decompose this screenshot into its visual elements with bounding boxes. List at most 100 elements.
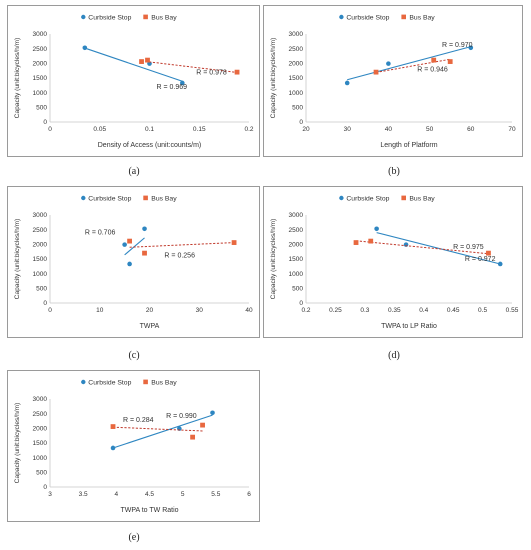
y-axis-title: Capacity (unit:bicycles/h/m) [14,38,21,119]
x-tick-label: 30 [196,307,204,314]
trendline-busbay [112,426,203,432]
y-axis-title: Capacity (unit:bicycles/h/m) [270,219,277,300]
caption-e: (e) [128,532,140,543]
y-tick-label: 3000 [33,212,48,219]
x-tick-label: 10 [96,307,104,314]
y-tick-label: 1000 [289,271,304,278]
y-tick-label: 2000 [33,426,48,433]
y-tick-label: 2000 [289,242,304,249]
legend-label-curbside: Curbside Stop [88,380,131,387]
data-point-curbside [344,80,350,86]
x-tick-label: 0.15 [193,126,206,133]
r-value-label-busbay: R = 0.946 [417,67,448,74]
y-tick-label: 0 [43,300,47,307]
chart-panel-b: Curbside Stop Bus Bay 0 500 1000 1500 2000 2500… [263,5,523,157]
data-point-curbside [110,445,116,451]
y-tick-label: 2000 [289,61,304,68]
x-tick-label: 50 [426,126,434,133]
x-tick-label: 4.5 [145,491,154,498]
x-tick-label: 0.3 [360,307,369,314]
trendline-curbside [376,232,501,265]
legend-label-busbay: Bus Bay [151,380,177,387]
data-point-busbay [431,57,437,63]
x-tick-label: 40 [385,126,393,133]
caption-b: (b) [388,166,400,177]
chart-panel-e: Curbside Stop Bus Bay 0 500 1000 1500 2000 2500… [7,370,260,522]
trendline-curbside [112,414,213,449]
legend-marker-curbside [339,14,344,20]
x-tick-label: 40 [245,307,253,314]
legend-label-busbay: Bus Bay [151,196,177,203]
y-tick-label: 3000 [289,31,304,38]
x-axis-title: TWPA [140,323,160,330]
y-tick-label: 500 [36,105,47,112]
r-value-label-curbside: R = 0.970 [442,42,473,49]
trendline-busbay [141,60,238,73]
data-point-curbside [82,45,88,51]
y-tick-label: 2000 [33,61,48,68]
x-tick-label: 30 [344,126,352,133]
legend-marker-curbside [81,14,86,20]
x-tick-label: 0.5 [478,307,487,314]
data-point-curbside [497,261,503,267]
y-tick-label: 0 [43,119,47,126]
y-tick-label: 2500 [33,227,48,234]
x-tick-label: 0.2 [301,307,310,314]
data-point-curbside [374,226,379,232]
legend-marker-busbay [143,379,148,385]
data-point-curbside [180,80,185,86]
y-tick-label: 3000 [289,212,304,219]
y-tick-label: 1000 [33,271,48,278]
data-point-busbay [368,238,374,244]
data-point-busbay [353,240,359,245]
y-axis-title: Capacity (unit:bicycles/h/m) [14,403,21,484]
data-point-busbay [110,424,116,429]
chart-svg: Curbside Stop Bus Bay 0 500 1000 1500 2000 2500… [14,195,253,331]
x-axis-title: Length of Platform [380,142,437,149]
y-tick-label: 500 [292,105,303,112]
x-tick-label: 0.4 [419,307,428,314]
x-tick-label: 3 [48,491,52,498]
data-point-busbay [373,69,379,75]
r-value-label-curbside: R = 0.969 [156,84,187,91]
trendline-curbside [84,47,183,82]
x-tick-label: 5 [181,491,185,498]
data-point-busbay [127,238,132,244]
chart-svg: Curbside Stop Bus Bay 0 500 1000 1500 2000 2500… [270,196,519,331]
data-point-busbay [145,57,150,63]
chart-panel-a: Curbside Stop Bus Bay 0 500 1000 1500 2000 2500… [7,5,260,157]
trendline-busbay [129,242,235,248]
legend-label-curbside: Curbside Stop [346,196,389,203]
legend-marker-curbside [81,379,86,385]
y-tick-label: 500 [292,286,303,293]
legend-marker-busbay [143,195,148,201]
y-tick-label: 1500 [289,256,304,263]
x-tick-label: 60 [467,126,475,133]
x-tick-label: 0.05 [93,126,106,133]
x-tick-label: 4 [115,491,119,498]
data-point-curbside [210,410,215,416]
data-point-curbside [127,261,132,267]
r-value-label-curbside: R = 0.706 [85,229,116,236]
data-point-curbside [122,242,127,247]
y-tick-label: 0 [43,484,47,491]
chart-svg: Curbside Stop Bus Bay 0 500 1000 1500 2000 2500… [14,379,251,515]
trendline-busbay [375,58,451,73]
y-tick-label: 2000 [33,242,48,249]
x-tick-label: 20 [302,126,310,133]
x-tick-label: 0 [48,126,52,133]
x-tick-label: 3.5 [79,491,88,498]
y-tick-label: 3000 [33,31,48,38]
data-point-busbay [142,250,147,256]
data-point-curbside [468,45,474,51]
y-tick-label: 2500 [289,227,304,234]
x-tick-label: 0.25 [329,307,342,314]
y-tick-label: 0 [299,300,303,307]
trendline-curbside [347,46,471,81]
data-point-busbay [190,434,196,440]
legend-label-curbside: Curbside Stop [88,15,131,22]
y-tick-label: 1500 [33,256,48,263]
legend-marker-curbside [81,195,86,201]
y-tick-label: 1000 [33,90,48,97]
data-point-busbay [234,69,240,75]
